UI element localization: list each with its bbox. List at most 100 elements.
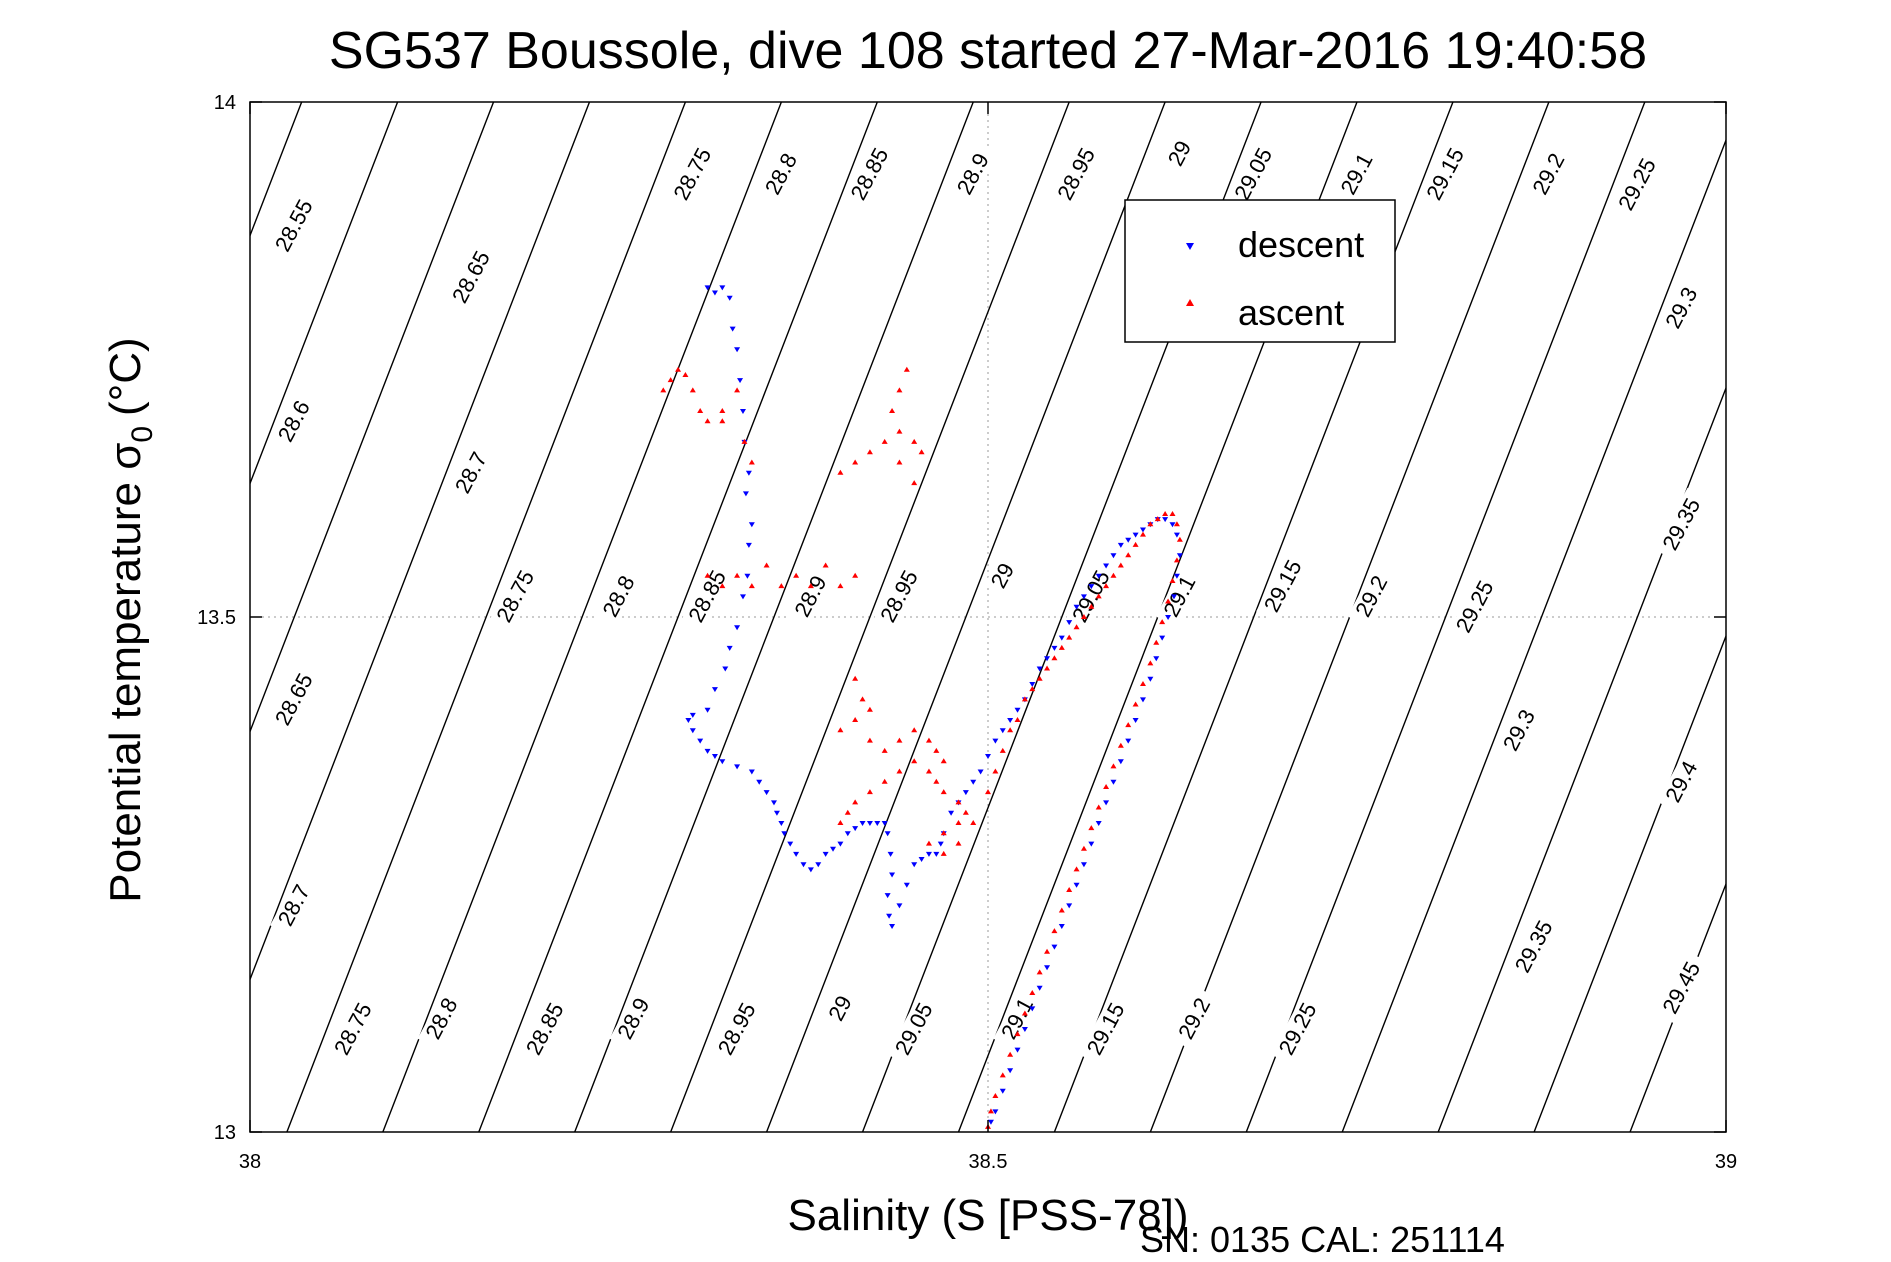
descent-point-45 (859, 821, 866, 826)
ascent-point-104 (1103, 783, 1110, 789)
ascent-point-52 (955, 820, 962, 825)
ascent-point-83 (1117, 562, 1124, 568)
descent-point-97 (1170, 594, 1177, 600)
contour-label-bg (993, 987, 1042, 1050)
ascent-point-86 (1139, 531, 1146, 537)
ascent-point-89 (1162, 511, 1169, 516)
descent-point-93 (1169, 522, 1176, 528)
descent-point-2 (719, 285, 726, 291)
y-tick-label-0: 13 (214, 1122, 236, 1144)
descent-point-94 (1173, 532, 1180, 538)
contour-label-bg (665, 137, 720, 211)
descent-point-5 (734, 347, 741, 353)
ascent-point-18 (793, 572, 800, 578)
ascent-point-90 (1169, 511, 1176, 516)
ascent-point-69 (1014, 717, 1021, 722)
descent-point-37 (800, 862, 807, 868)
descent-point-92 (1162, 517, 1169, 523)
ascent-point-53 (940, 830, 947, 836)
ascent-point-47 (925, 768, 932, 774)
contour-label-bg (326, 992, 381, 1066)
descent-point-53 (886, 913, 893, 919)
ascent-point-19 (807, 583, 814, 589)
descent-point-12 (745, 542, 752, 548)
descent-point-51 (889, 872, 896, 878)
ascent-point-31 (911, 438, 918, 444)
descent-point-61 (937, 841, 944, 847)
descent-point-55 (896, 903, 903, 909)
contour-label-bg (1524, 142, 1574, 206)
ascent-point-105 (1095, 804, 1102, 810)
ascent-point-57 (844, 809, 851, 815)
ascent-point-75 (1058, 644, 1065, 650)
ascent-point-35 (852, 675, 859, 681)
y-axis-label-unit: (°C) (101, 337, 150, 416)
series-descent (685, 285, 1183, 1125)
ascent-point-82 (1110, 572, 1117, 578)
descent-point-57 (911, 862, 918, 868)
ascent-point-68 (1007, 727, 1014, 733)
ascent-point-48 (933, 778, 940, 784)
density-contour-line (1725, 1130, 1726, 1132)
descent-point-88 (1132, 532, 1139, 538)
data-series (660, 285, 1183, 1129)
ascent-point-39 (837, 727, 844, 733)
ascent-point-41 (881, 747, 888, 753)
contour-label-bg (1332, 142, 1382, 206)
contour-label-31: 28.7 (270, 874, 319, 937)
series-ascent (660, 366, 1183, 1129)
descent-point-69 (992, 738, 999, 744)
ascent-point-49 (940, 789, 947, 795)
descent-point-122 (992, 1109, 999, 1115)
ascent-point-64 (970, 820, 977, 825)
ascent-point-55 (940, 850, 947, 856)
descent-point-59 (925, 851, 932, 857)
ascent-point-28 (896, 387, 903, 393)
descent-point-50 (887, 851, 894, 857)
ascent-point-46 (940, 758, 947, 764)
descent-point-117 (1029, 1006, 1036, 1012)
descent-point-1 (711, 290, 718, 296)
ascent-point-24 (852, 459, 859, 465)
ascent-point-107 (1080, 845, 1087, 851)
density-contour-line (286, 102, 687, 1132)
descent-point-113 (1058, 924, 1065, 929)
contour-label-bg (609, 987, 658, 1050)
descent-point-46 (866, 821, 873, 826)
descent-point-41 (830, 846, 837, 852)
density-contour-line (250, 102, 399, 486)
ascent-point-70 (1021, 696, 1028, 702)
ascent-point-77 (1073, 624, 1080, 630)
descent-point-11 (748, 522, 755, 528)
descent-point-6 (737, 378, 744, 384)
contour-label-bg (267, 662, 322, 736)
ascent-point-92 (1176, 536, 1183, 542)
contour-label-bg (1495, 699, 1544, 762)
ascent-point-13 (719, 583, 726, 589)
ascent-point-97 (1153, 639, 1160, 645)
contour-label-bg (1657, 276, 1706, 340)
ascent-point-3 (682, 371, 689, 377)
descent-point-80 (1073, 604, 1080, 610)
descent-point-96 (1173, 573, 1180, 579)
descent-point-15 (734, 625, 741, 631)
descent-point-60 (933, 851, 940, 857)
ascent-point-76 (1066, 634, 1073, 640)
descent-point-20 (689, 712, 696, 718)
descent-point-104 (1125, 738, 1132, 744)
ascent-point-95 (1165, 598, 1172, 604)
contour-label-bg (1161, 132, 1199, 175)
descent-point-7 (739, 409, 746, 414)
contour-label-bg (1610, 147, 1665, 221)
legend-box (1124, 199, 1396, 343)
x-tick-label-1: 38.5 (969, 1151, 1008, 1173)
ascent-point-91 (1173, 521, 1180, 527)
ascent-point-44 (925, 737, 932, 743)
descent-point-76 (1044, 656, 1051, 662)
descent-point-85 (1110, 553, 1117, 559)
descent-point-102 (1139, 697, 1146, 703)
density-contour-line (250, 102, 591, 982)
ascent-point-37 (866, 706, 873, 712)
descent-point-123 (987, 1119, 994, 1125)
ascent-point-115 (1021, 1010, 1028, 1016)
